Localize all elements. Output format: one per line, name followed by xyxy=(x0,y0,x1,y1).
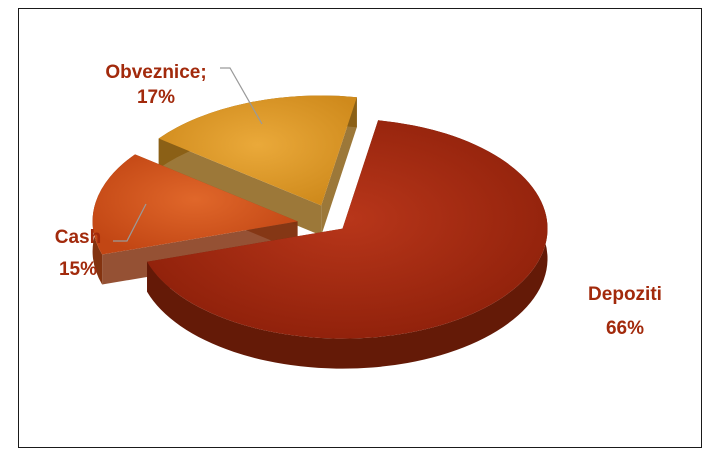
slice-face-obveznice-0 xyxy=(158,138,322,236)
leader-line-obveznice xyxy=(220,67,263,125)
data-labels: Obveznice; 17% Cash 15% Depoziti 66% xyxy=(55,62,662,339)
leader-line-cash xyxy=(113,203,147,242)
leader-lines xyxy=(113,67,263,242)
slice-face-obveznice-1 xyxy=(321,97,357,236)
label-obveznice-value: 17% xyxy=(137,87,175,108)
label-obveznice-name: Obveznice; xyxy=(105,62,206,83)
label-cash-name: Cash xyxy=(55,227,101,248)
slice-depoziti xyxy=(147,120,548,339)
slice-obveznice xyxy=(158,95,357,206)
slice-cash xyxy=(92,154,298,255)
pie-slices xyxy=(92,95,548,369)
label-depoziti-name: Depoziti xyxy=(588,284,662,305)
label-depoziti-value: 66% xyxy=(606,318,644,339)
label-cash-value: 15% xyxy=(59,259,97,280)
